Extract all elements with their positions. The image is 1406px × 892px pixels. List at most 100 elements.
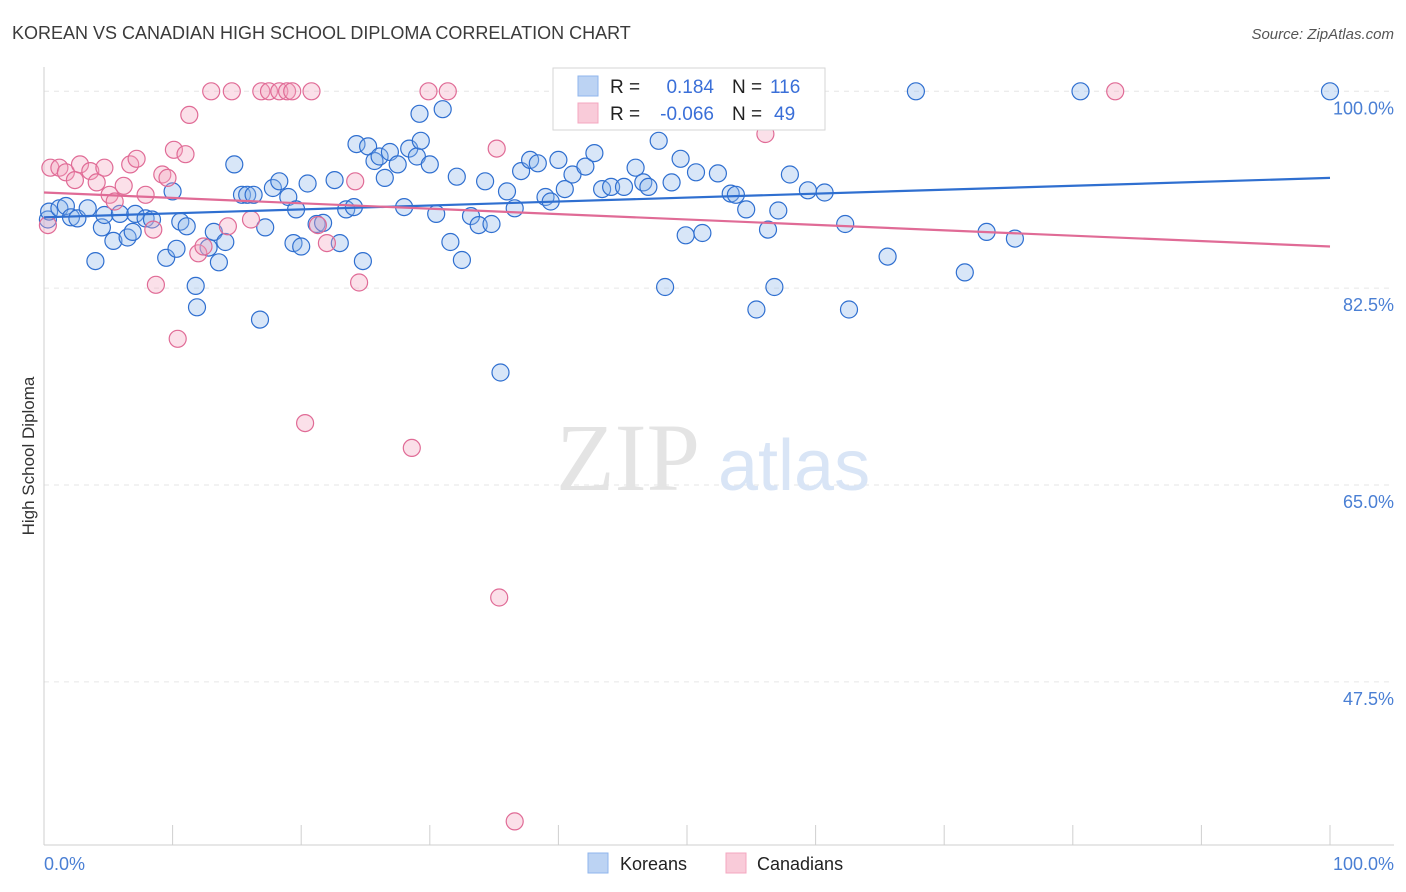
koreans-point-97	[726, 185, 746, 204]
koreans-point-51	[370, 147, 389, 166]
canadians-point-39	[350, 273, 369, 292]
canadians-point-5	[70, 155, 90, 174]
canadians-point-43	[487, 139, 506, 158]
canadians-point-8	[95, 158, 114, 177]
koreans-point-52	[375, 168, 394, 187]
canadians-point-37	[317, 234, 336, 253]
koreans-point-64	[452, 250, 471, 270]
canadians-point-17	[153, 165, 172, 184]
x-tick-label-min: 0.0%	[44, 854, 85, 874]
koreans-point-81	[585, 144, 604, 163]
y-tick-labels: 100.0% 82.5% 65.0% 47.5%	[1333, 98, 1394, 709]
y-tick-label-0: 100.0%	[1333, 98, 1394, 118]
koreans-point-10	[104, 231, 123, 250]
koreans-point-17	[157, 248, 176, 267]
trend-line-canadians	[43, 191, 1331, 248]
stats-box: R = 0.184 N = 116 R = -0.066 N = 49	[552, 67, 826, 131]
legend-label-canadians: Canadians	[757, 854, 843, 874]
canadians-point-4	[65, 171, 85, 190]
watermark-atlas: atlas	[718, 426, 870, 506]
koreans-point-98	[737, 200, 756, 219]
koreans-point-12	[118, 228, 137, 247]
koreans-point-1	[39, 202, 59, 221]
canadians-point-13	[127, 149, 146, 168]
koreans-point-103	[780, 165, 800, 184]
koreans-point-113	[1071, 82, 1090, 101]
koreans-point-43	[325, 171, 344, 190]
koreans-point-68	[482, 214, 501, 234]
koreans-point-106	[836, 214, 855, 234]
canadians-point-26	[218, 217, 237, 236]
chart-source: Source: ZipAtlas.com	[1251, 26, 1394, 43]
koreans-point-90	[662, 173, 681, 192]
watermark: ZIP atlas	[556, 404, 870, 511]
koreans-point-3	[56, 196, 76, 216]
canadians-point-42	[438, 82, 457, 101]
koreans-point-110	[955, 263, 974, 282]
canadians-point-19	[164, 140, 183, 159]
koreans-point-108	[878, 247, 897, 266]
canadians-point-35	[302, 82, 321, 101]
koreans-point-44	[330, 234, 349, 253]
x-ticks	[43, 825, 1331, 845]
koreans-point-54	[388, 155, 407, 174]
koreans-point-40	[298, 174, 317, 193]
koreans-point-115	[410, 104, 429, 123]
stats-n-value-canadians: 49	[774, 104, 795, 125]
y-tick-label-3: 47.5%	[1343, 689, 1394, 709]
stats-r-value-canadians: -0.066	[660, 104, 714, 125]
legend-swatch-koreans	[587, 852, 609, 874]
koreans-point-77	[549, 150, 568, 169]
canadians-point-45	[505, 812, 524, 831]
canadians-point-0	[38, 216, 58, 235]
koreans-point-74	[528, 154, 547, 173]
canadians-point-21	[176, 145, 195, 164]
koreans-point-23	[187, 298, 207, 317]
koreans-point-33	[256, 218, 275, 237]
koreans-point-6	[78, 199, 97, 218]
canadians-point-28	[241, 210, 261, 229]
canadians-point-41	[419, 82, 438, 101]
koreans-point-61	[433, 100, 452, 119]
koreans-point-67	[476, 172, 495, 191]
canadians-point-48	[1106, 82, 1125, 101]
canadians-point-25	[202, 82, 221, 101]
koreans-point-39	[292, 237, 311, 256]
koreans-point-83	[601, 177, 621, 196]
koreans-point-47	[347, 135, 366, 154]
canadians-point-20	[168, 329, 187, 348]
canadians-point-31	[270, 82, 289, 101]
koreans-point-107	[839, 300, 859, 319]
koreans-point-22	[186, 276, 205, 295]
canadians-point-32	[278, 82, 297, 101]
canadians-point-30	[259, 82, 279, 101]
koreans-point-94	[693, 223, 712, 243]
stats-swatch-koreans	[577, 75, 599, 97]
koreans-point-28	[225, 155, 244, 174]
canadians-point-34	[296, 414, 315, 433]
canadians-point-14	[136, 185, 155, 204]
legend-label-koreans: Koreans	[620, 854, 687, 874]
legend: Koreans Canadians	[587, 852, 843, 874]
koreans-point-7	[86, 252, 105, 271]
canadians-point-16	[146, 275, 165, 294]
koreans-point-99	[747, 300, 766, 319]
koreans-point-30	[238, 185, 257, 204]
canadians-point-6	[81, 162, 100, 181]
koreans-point-48	[353, 252, 372, 271]
stats-n-value-koreans: 116	[770, 77, 800, 98]
koreans-point-114	[1320, 82, 1340, 101]
koreans-point-84	[614, 177, 634, 196]
canadians-point-29	[252, 82, 271, 101]
x-tick-label-max: 100.0%	[1333, 854, 1394, 874]
koreans-point-87	[639, 177, 658, 196]
stats-n-label-koreans: N =	[732, 77, 762, 98]
chart-title: KOREAN VS CANADIAN HIGH SCHOOL DIPLOMA C…	[12, 23, 631, 43]
koreans-point-63	[447, 167, 466, 186]
koreans-point-62	[441, 232, 460, 252]
koreans-point-35	[270, 172, 289, 191]
koreans-point-19	[167, 239, 186, 258]
watermark-zip: ZIP	[556, 404, 700, 511]
